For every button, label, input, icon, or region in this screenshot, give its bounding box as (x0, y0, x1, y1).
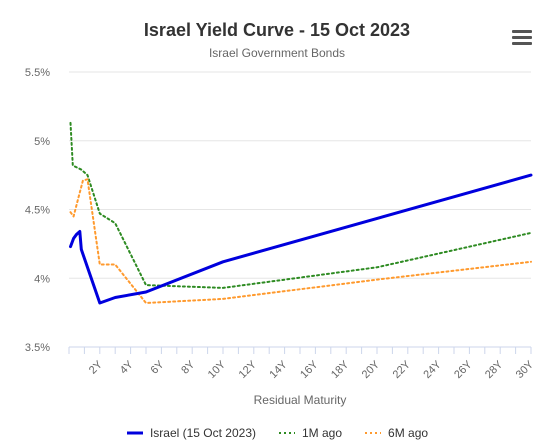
chart-title: Israel Yield Curve - 15 Oct 2023 (143, 20, 411, 40)
x-tick-label: 14Y (267, 358, 290, 381)
x-tick-label: 30Y (514, 358, 537, 381)
x-tick-label: 20Y (360, 358, 383, 381)
series-line (69, 173, 533, 305)
legend: Israel (15 Oct 2023) 1M ago 6M ago (0, 426, 554, 440)
legend-swatch (279, 432, 295, 434)
hamburger-menu-icon[interactable] (512, 30, 532, 48)
legend-swatch (126, 431, 143, 435)
x-tick-label: 16Y (298, 358, 321, 381)
x-tick-label: 8Y (179, 358, 197, 376)
series-line (69, 121, 532, 289)
y-tick-label: 5.5% (25, 67, 50, 79)
y-tick-label: 5% (34, 136, 50, 148)
legend-label: Israel (15 Oct 2023) (149, 426, 256, 440)
legend-swatch (365, 432, 382, 434)
x-tick-label: 10Y (206, 358, 229, 381)
x-tick-label: 22Y (391, 358, 414, 381)
legend-label: 6M ago (388, 426, 429, 440)
x-tick-label: 18Y (329, 358, 352, 381)
y-tick-label: 3.5% (25, 342, 50, 354)
legend-item[interactable]: 1M ago (278, 426, 342, 440)
menu-bar (512, 30, 532, 33)
chart-subtitle: Israel Government Bonds (208, 46, 346, 60)
x-axis-title: Residual Maturity (254, 393, 347, 407)
y-tick-label: 4.5% (25, 205, 50, 217)
x-tick-label: 28Y (483, 358, 506, 381)
legend-label: 1M ago (302, 426, 343, 440)
y-tick-label: 4% (34, 273, 50, 285)
menu-bar (512, 42, 532, 45)
legend-item[interactable]: 6M ago (364, 426, 428, 440)
x-tick-label: 12Y (237, 358, 260, 381)
legend-item[interactable]: Israel (15 Oct 2023) (126, 426, 256, 440)
x-tick-label: 24Y (421, 358, 444, 381)
x-tick-label: 4Y (118, 358, 136, 376)
x-tick-label: 2Y (87, 358, 105, 376)
menu-bar (512, 36, 532, 39)
x-tick-label: 26Y (452, 358, 475, 381)
x-tick-label: 6Y (149, 358, 167, 376)
series-line (69, 178, 532, 304)
